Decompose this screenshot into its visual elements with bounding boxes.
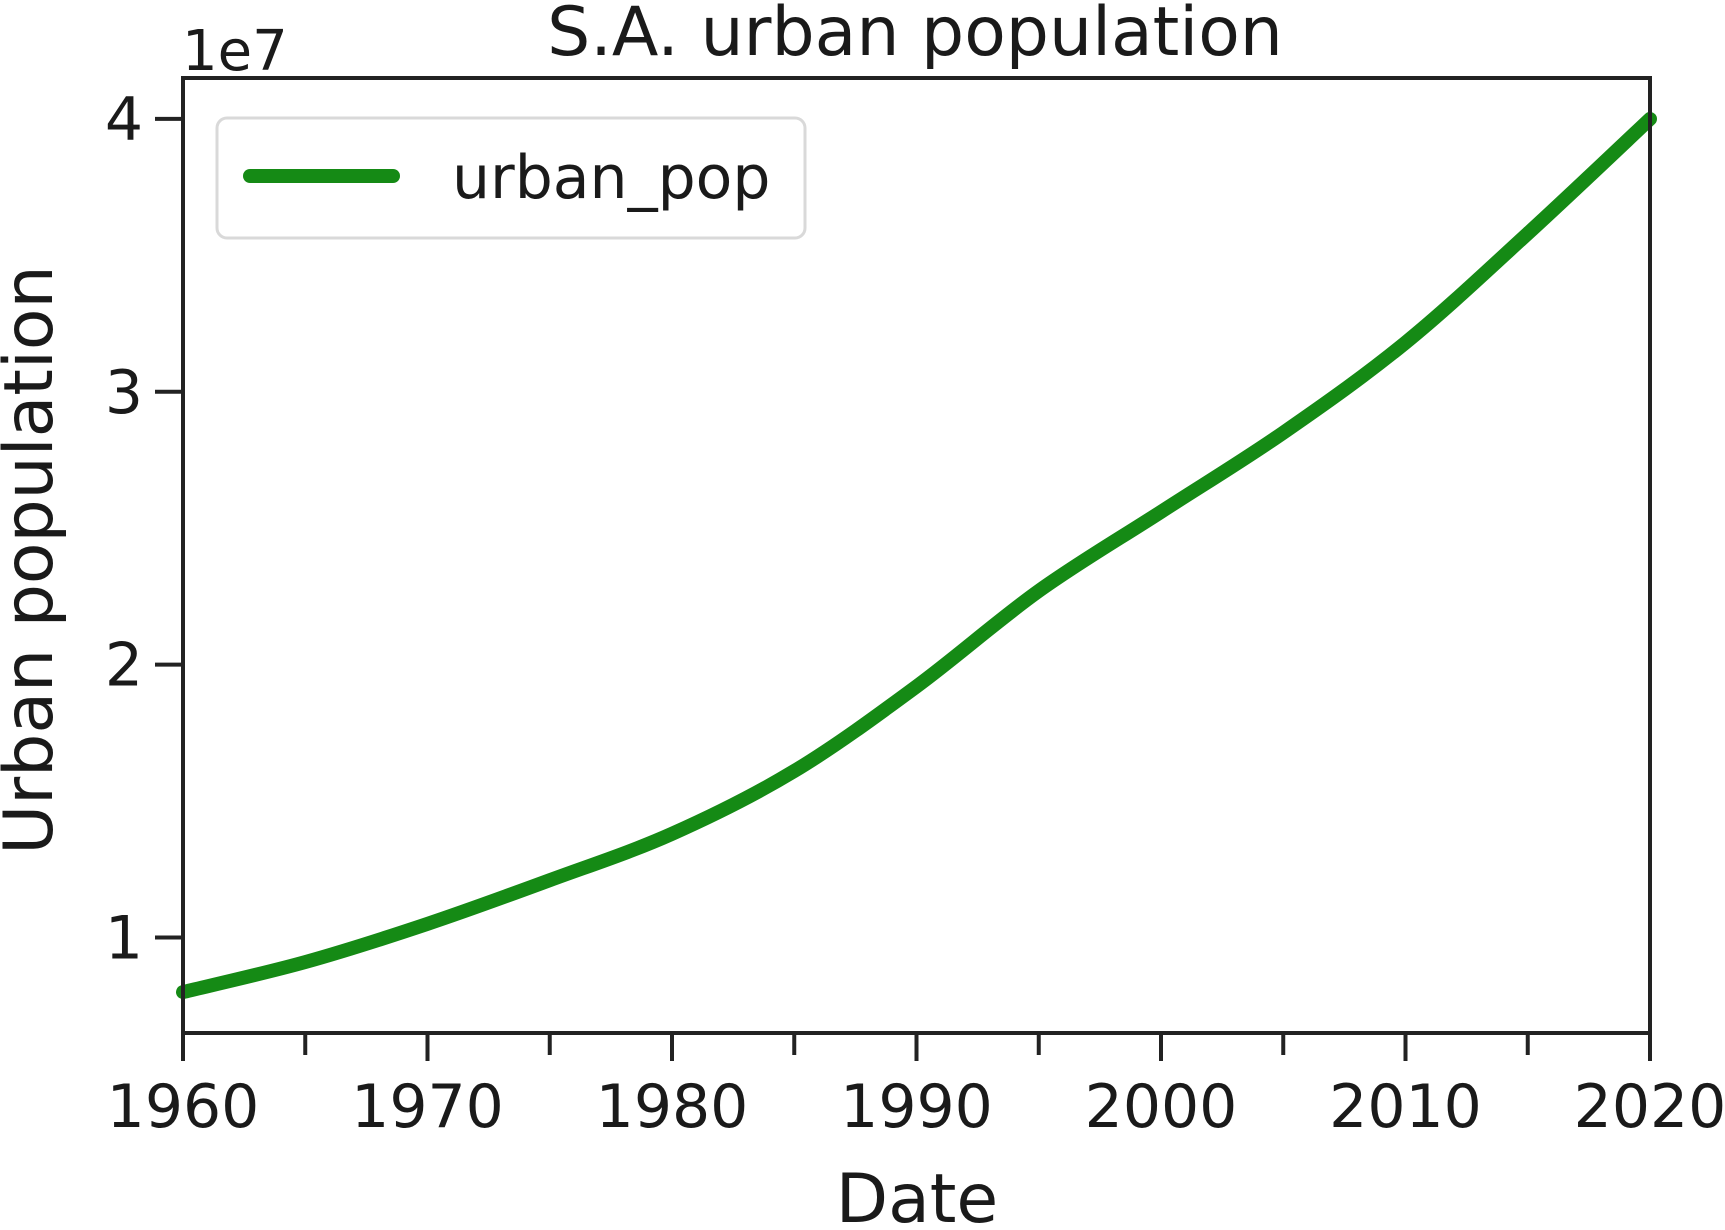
legend: urban_pop (215, 116, 807, 240)
x-tick-label-1990: 1990 (840, 1072, 993, 1142)
y-tick-label-2: 2 (105, 631, 143, 701)
x-tick-label-2020: 2020 (1574, 1072, 1725, 1142)
series-line-urban-pop (176, 111, 1657, 1000)
y-axis-ticks: 1 2 3 4 (105, 85, 183, 974)
plot-frame (181, 76, 1652, 1035)
x-tick-label-1970: 1970 (351, 1072, 504, 1142)
y-tick-label-1: 1 (105, 904, 143, 974)
legend-box (215, 116, 807, 240)
y-tick-label-3: 3 (105, 358, 143, 428)
y-axis-label-group: Urban population (0, 265, 69, 854)
y-offset-label: 1e7 (182, 19, 288, 84)
x-axis-ticks: 1960 1970 1980 1990 2000 2010 2020 (107, 1033, 1725, 1142)
x-tick-label-1980: 1980 (596, 1072, 749, 1142)
x-tick-label-2000: 2000 (1085, 1072, 1238, 1142)
x-tick-label-1960: 1960 (107, 1072, 260, 1142)
legend-label-urban-pop: urban_pop (452, 143, 770, 213)
chart-title: S.A. urban population (547, 0, 1283, 72)
x-tick-label-2010: 2010 (1329, 1072, 1482, 1142)
y-tick-label-4: 4 (105, 85, 143, 155)
y-axis-label: Urban population (0, 265, 69, 854)
x-axis-label: Date (836, 1160, 999, 1230)
